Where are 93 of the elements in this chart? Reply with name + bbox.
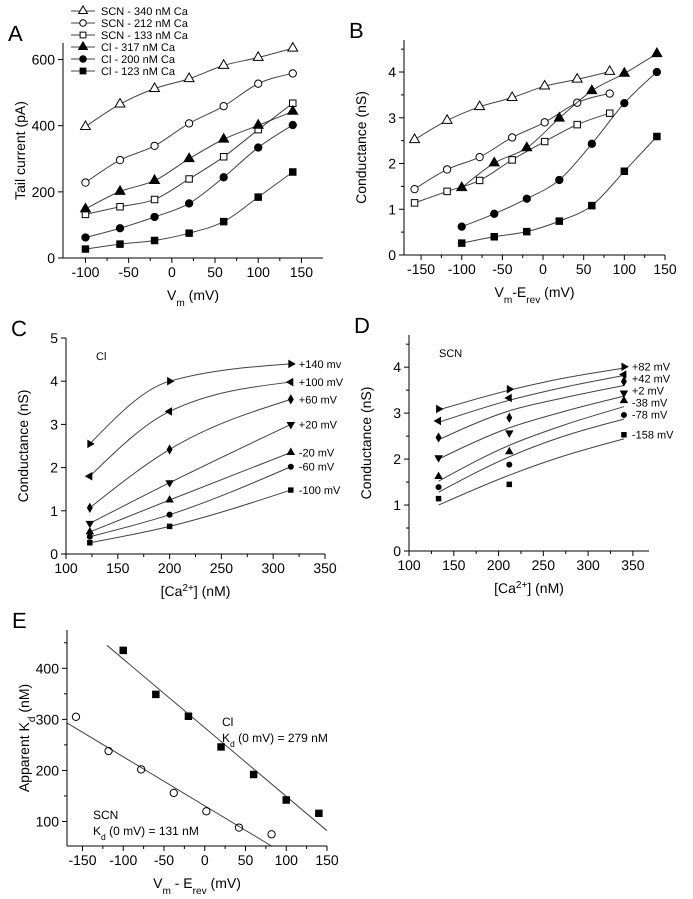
y-tick-label: 3: [50, 416, 58, 432]
legend-label: Cl - 317 nM Ca: [101, 42, 176, 54]
x-tick-label: -50: [154, 852, 174, 868]
x-tick-label: 200: [486, 557, 510, 573]
annotation: Cl: [96, 351, 106, 363]
x-axis-title: V$_{m}$ (mV): [167, 287, 219, 308]
x-tick-label: 150: [653, 261, 677, 277]
legend-label: Cl - 123 nM Ca: [101, 66, 176, 78]
y-axis-title: Tail current (pA): [12, 101, 28, 200]
y-tick-label: 3: [393, 405, 402, 422]
x-tick-label: 50: [238, 852, 254, 868]
x-axis-title: V$_{m}$-E$_{rev}$ (mV): [494, 284, 574, 306]
y-tick-label: 0: [388, 247, 396, 263]
x-axis-title: [Ca$^{2+}$] (nM): [494, 580, 564, 596]
x-tick-label: 150: [290, 264, 314, 280]
x-tick-label: 150: [442, 557, 466, 573]
y-tick-label: 3: [388, 110, 396, 126]
x-tick-label: 50: [576, 261, 592, 277]
y-tick-label: 400: [32, 118, 56, 134]
annotation: K$_{d}$ (0 mV) = 131 nM: [93, 824, 199, 842]
x-axis-title: V$_{m}$ - E$_{rev}$ (mV): [153, 875, 241, 896]
legend-label: SCN - 212 nM Ca: [101, 18, 189, 30]
y-tick-label: 1: [393, 497, 402, 514]
x-tick-label: 50: [207, 264, 224, 280]
x-tick-label: -100: [71, 264, 100, 280]
chart-title: C: [11, 316, 27, 341]
series-label: -38 mV: [632, 398, 668, 410]
y-tick-label: 0: [50, 546, 58, 562]
x-tick-label: 100: [612, 261, 636, 277]
y-tick-label: 200: [32, 184, 56, 200]
series-label: +60 mV: [298, 394, 338, 406]
y-tick-label: 0: [393, 543, 402, 559]
x-tick-label: 100: [246, 264, 270, 280]
legend-label: SCN - 340 nM Ca: [101, 6, 189, 18]
y-tick-label: 100: [36, 813, 60, 830]
y-tick-label: 300: [36, 711, 60, 728]
y-tick-label: 600: [32, 52, 56, 68]
x-tick-label: 250: [210, 560, 234, 576]
y-tick-label: 5: [50, 330, 58, 346]
x-tick-label: 150: [106, 560, 130, 576]
x-tick-label: 250: [532, 557, 556, 573]
y-tick-label: 1: [388, 201, 396, 218]
x-tick-label: -50: [118, 264, 139, 280]
y-tick-label: 4: [50, 373, 58, 390]
x-tick-label: -50: [492, 261, 513, 277]
x-tick-label: -150: [407, 261, 436, 277]
y-tick-label: 200: [36, 762, 60, 778]
x-axis-title: [Ca$^{2+}$] (nM): [160, 582, 230, 599]
series-label: +42 mV: [632, 374, 671, 386]
y-axis-title: Conductance (nS): [353, 91, 369, 204]
series-label: +140 mv: [298, 358, 342, 371]
y-axis-title: Conductance (nS): [358, 386, 374, 500]
x-tick-label: 350: [621, 557, 645, 573]
x-tick-label: 350: [313, 560, 337, 576]
series-label: -20 mV: [298, 447, 335, 460]
y-tick-label: 4: [388, 64, 396, 80]
y-tick-label: 2: [50, 460, 58, 476]
chart-title: D: [354, 313, 370, 338]
x-tick-label: 200: [158, 560, 182, 576]
series-label: -78 mV: [632, 410, 668, 422]
y-tick-label: 2: [393, 451, 402, 468]
x-tick-label: 0: [539, 261, 548, 277]
x-tick-label: -150: [68, 852, 97, 868]
chart-title: B: [349, 18, 364, 43]
y-tick-label: 0: [47, 250, 56, 266]
x-tick-label: 0: [168, 264, 176, 280]
legend-label: SCN - 133 nM Ca: [101, 30, 189, 42]
x-tick-label: -100: [448, 261, 476, 277]
annotation: SCN: [439, 348, 462, 360]
series-label: +20 mV: [298, 419, 338, 432]
x-tick-label: 300: [262, 560, 286, 576]
chart-title: E: [12, 608, 27, 633]
y-tick-label: 400: [36, 660, 60, 676]
x-tick-label: 300: [576, 557, 600, 573]
series-label: -100 mV: [298, 485, 342, 498]
chart-title: A: [8, 21, 23, 46]
x-tick-label: 100: [274, 852, 298, 868]
y-tick-label: 1: [50, 502, 58, 519]
series-label: -60 mV: [298, 462, 335, 474]
legend-label: Cl - 200 nM Ca: [101, 54, 176, 66]
y-axis-title: Conductance (nS): [15, 390, 31, 502]
series-label: +82 mV: [632, 362, 671, 374]
series-label: -158 mV: [632, 430, 674, 442]
x-tick-label: 150: [315, 852, 339, 868]
series-label: +100 mV: [298, 377, 344, 390]
annotation: K$_{d}$ (0 mV) = 279 nM: [222, 731, 328, 749]
series-label: +2 mV: [632, 386, 665, 398]
y-tick-label: 4: [393, 359, 402, 376]
y-tick-label: 2: [388, 156, 396, 172]
annotation: Cl: [222, 715, 234, 729]
annotation: SCN: [93, 808, 118, 822]
x-tick-label: 0: [200, 852, 209, 868]
x-tick-label: -100: [109, 852, 138, 868]
